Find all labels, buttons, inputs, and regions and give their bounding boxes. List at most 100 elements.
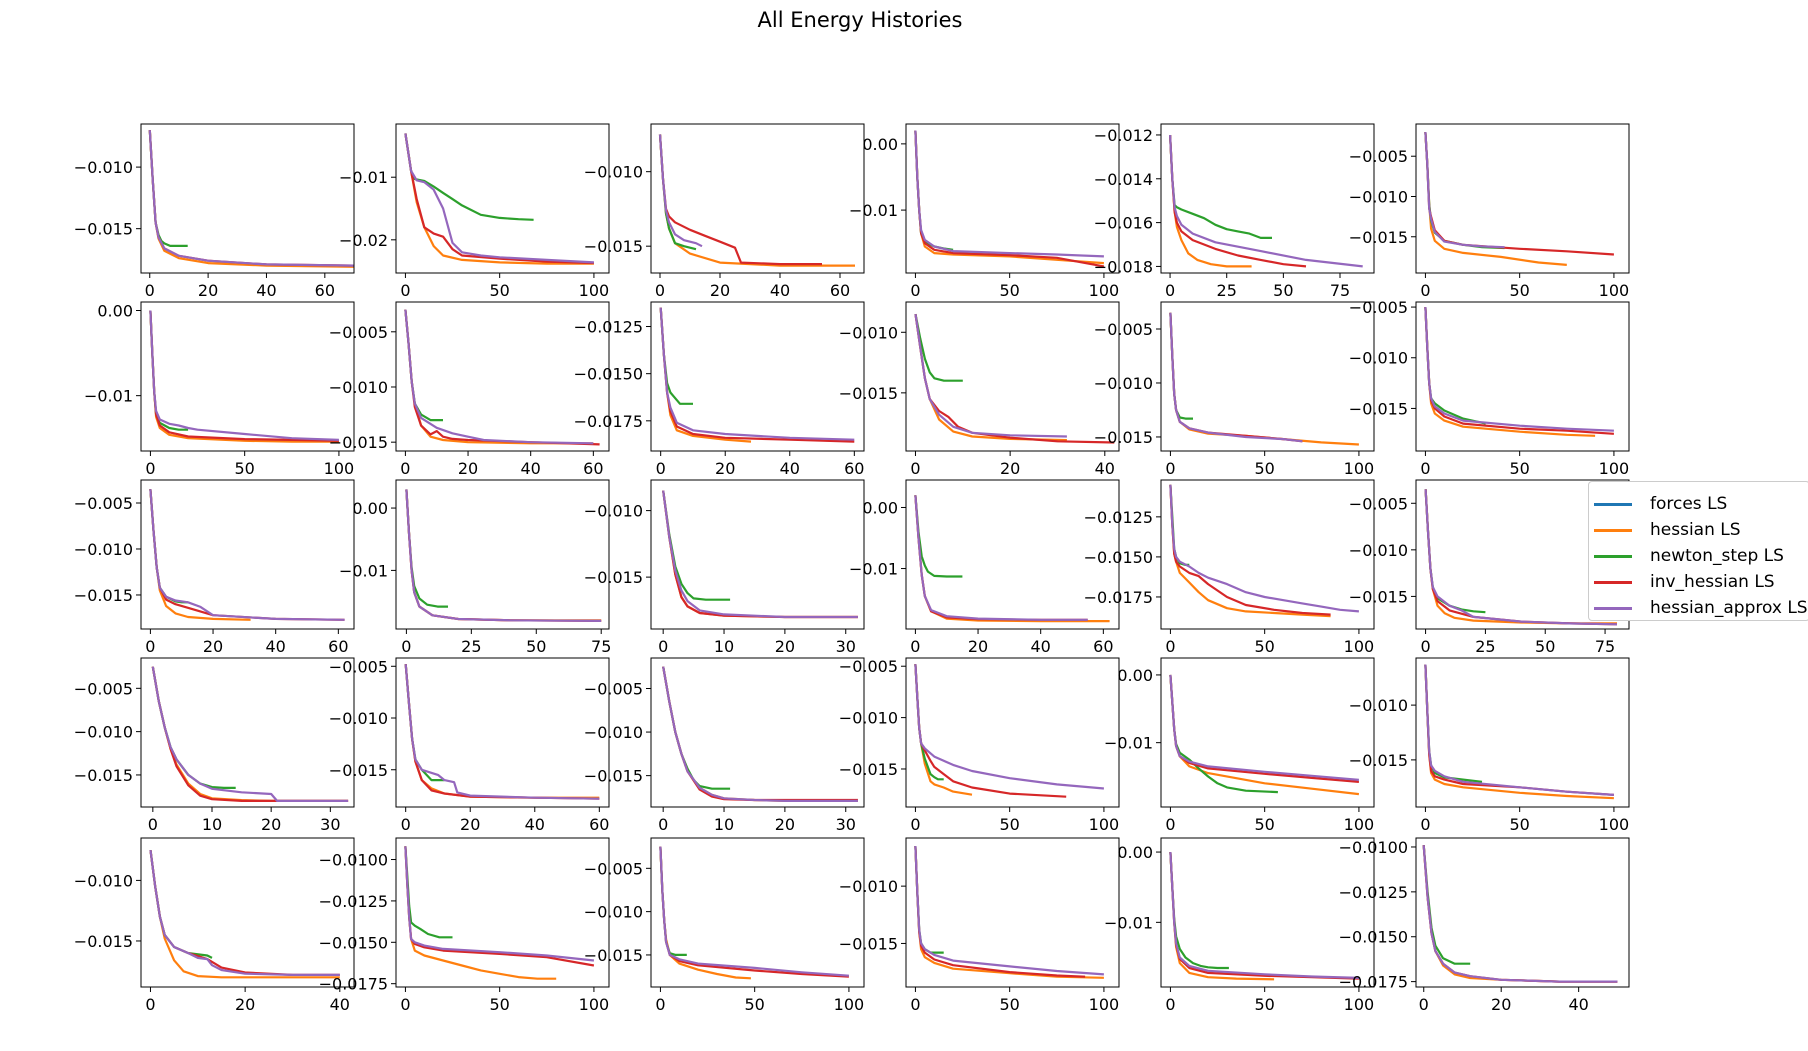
y-tick-label: −0.015 [74, 586, 133, 605]
legend-swatch [1594, 606, 1632, 610]
y-tick-label: −0.010 [1349, 349, 1408, 368]
series-line-hessian-ls [1169, 852, 1275, 981]
x-tick-label: 0 [910, 459, 920, 478]
y-tick-label: −0.0175 [574, 412, 643, 431]
x-tick-label: 50 [999, 815, 1019, 834]
series-line-hessian-ls [1424, 132, 1567, 266]
subplot-6: 0 50 100 −0.015 −0.010 −0.005 [1349, 123, 1630, 300]
legend-label: inv_hessian LS [1650, 572, 1775, 592]
series-line-hessian_approx-ls [1424, 489, 1618, 626]
y-tick-label: −0.010 [584, 903, 643, 922]
axes-frame [395, 657, 610, 808]
axes-frame [650, 479, 865, 630]
axes-frame [905, 479, 1120, 630]
x-tick-label: 100 [1089, 995, 1120, 1014]
x-tick-label: 40 [780, 459, 800, 478]
axes-frame [1160, 657, 1375, 808]
series-line-hessian-ls [1422, 845, 1618, 983]
y-tick-label: −0.0150 [1339, 928, 1408, 947]
series-line-hessian_approx-ls [148, 130, 354, 267]
subplot-22: 0 50 100 −0.015 −0.010 −0.005 [839, 657, 1120, 834]
series-line-hessian_approx-ls [404, 664, 600, 800]
subplot-9: 0 20 40 60 −0.0175 −0.0150 −0.0125 [574, 301, 865, 478]
series-line-hessian-ls [662, 666, 858, 803]
y-tick-label: −0.0175 [1084, 588, 1153, 607]
x-tick-label: 40 [1568, 995, 1588, 1014]
y-tick-label: −0.01 [339, 168, 388, 187]
y-tick-label: −0.010 [584, 723, 643, 742]
x-tick-label: 25 [1475, 637, 1495, 656]
x-tick-label: 10 [714, 815, 734, 834]
x-tick-label: 30 [836, 815, 856, 834]
legend-item: inv_hessian LS [1589, 570, 1775, 594]
x-tick-label: 50 [1509, 815, 1529, 834]
y-tick-label: −0.01 [1104, 734, 1153, 753]
y-tick-label: 0.00 [862, 135, 898, 154]
x-tick-label: 40 [330, 995, 350, 1014]
y-tick-label: −0.010 [839, 709, 898, 728]
x-tick-label: 100 [1344, 995, 1375, 1014]
series-line-inv_hessian-ls [1169, 674, 1359, 783]
series-line-hessian-ls [405, 489, 602, 622]
series-line-hessian_approx-ls [914, 495, 1088, 621]
y-tick-label: 0.00 [97, 302, 133, 321]
y-tick-label: −0.010 [584, 163, 643, 182]
y-tick-label: −0.01 [84, 387, 133, 406]
series-line-hessian_approx-ls [1422, 845, 1618, 983]
axes-frame [1160, 123, 1375, 274]
series-line-inv_hessian-ls [1422, 845, 1618, 983]
series-line-inv_hessian-ls [914, 130, 1105, 268]
series-line-hessian_approx-ls [662, 666, 858, 803]
legend-item: newton_step LS [1589, 544, 1784, 568]
x-tick-label: 60 [830, 281, 850, 300]
series-line-newton_step-ls [1424, 664, 1483, 783]
y-tick-label: −0.0150 [574, 365, 643, 384]
series-line-newton_step-ls [914, 495, 963, 578]
series-line-newton_step-ls [658, 134, 697, 251]
x-tick-label: 100 [579, 281, 610, 300]
series-line-newton_step-ls [914, 313, 963, 382]
x-tick-label: 100 [1344, 815, 1375, 834]
subplot-16: 0 20 40 60 −0.01 0.00 [849, 479, 1120, 656]
y-tick-label: −0.015 [1349, 228, 1408, 247]
series-line-hessian_approx-ls [404, 846, 595, 962]
y-tick-label: −0.010 [584, 502, 643, 521]
x-tick-label: 0 [655, 281, 665, 300]
series-line-inv_hessian-ls [914, 664, 1067, 798]
x-tick-label: 0 [400, 281, 410, 300]
subplot-25: 0 20 40 −0.015 −0.010 [74, 837, 355, 1014]
series-line-hessian-ls [149, 310, 339, 443]
series-line-hessian_approx-ls [149, 849, 340, 977]
axes-frame [1160, 837, 1375, 988]
legend-label: hessian_approx LS [1650, 598, 1808, 618]
series-line-hessian_approx-ls [914, 845, 1104, 976]
x-tick-label: 50 [1254, 995, 1274, 1014]
series-line-hessian_approx-ls [659, 307, 855, 441]
axes-frame [140, 657, 355, 808]
series-line-inv_hessian-ls [658, 134, 822, 266]
axes-frame [395, 123, 610, 274]
x-tick-label: 50 [234, 459, 254, 478]
y-tick-label: −0.010 [74, 158, 133, 177]
series-line-newton_step-ls [1169, 852, 1229, 970]
y-tick-label: −0.010 [1349, 187, 1408, 206]
y-tick-label: −0.0150 [319, 933, 388, 952]
subplot-26: 0 50 100 −0.0175 −0.0150 −0.0125 −0.0100 [319, 837, 610, 1014]
x-tick-label: 50 [999, 995, 1019, 1014]
x-tick-label: 100 [1599, 815, 1630, 834]
subplot-14: 0 25 50 75 −0.01 0.00 [339, 479, 611, 656]
subplot-11: 0 50 100 −0.015 −0.010 −0.005 [1094, 301, 1375, 478]
y-tick-label: 0.00 [862, 498, 898, 517]
series-line-inv_hessian-ls [404, 133, 594, 265]
subplot-20: 0 20 40 60 −0.015 −0.010 −0.005 [329, 657, 610, 834]
y-tick-label: −0.016 [1094, 214, 1153, 233]
x-tick-label: 100 [1344, 637, 1375, 656]
y-tick-label: −0.005 [329, 657, 388, 676]
y-tick-label: −0.005 [1094, 320, 1153, 339]
y-tick-label: −0.005 [584, 859, 643, 878]
x-tick-label: 50 [489, 281, 509, 300]
x-tick-label: 100 [1599, 281, 1630, 300]
y-tick-label: −0.015 [74, 766, 133, 785]
series-line-inv_hessian-ls [914, 313, 1115, 444]
